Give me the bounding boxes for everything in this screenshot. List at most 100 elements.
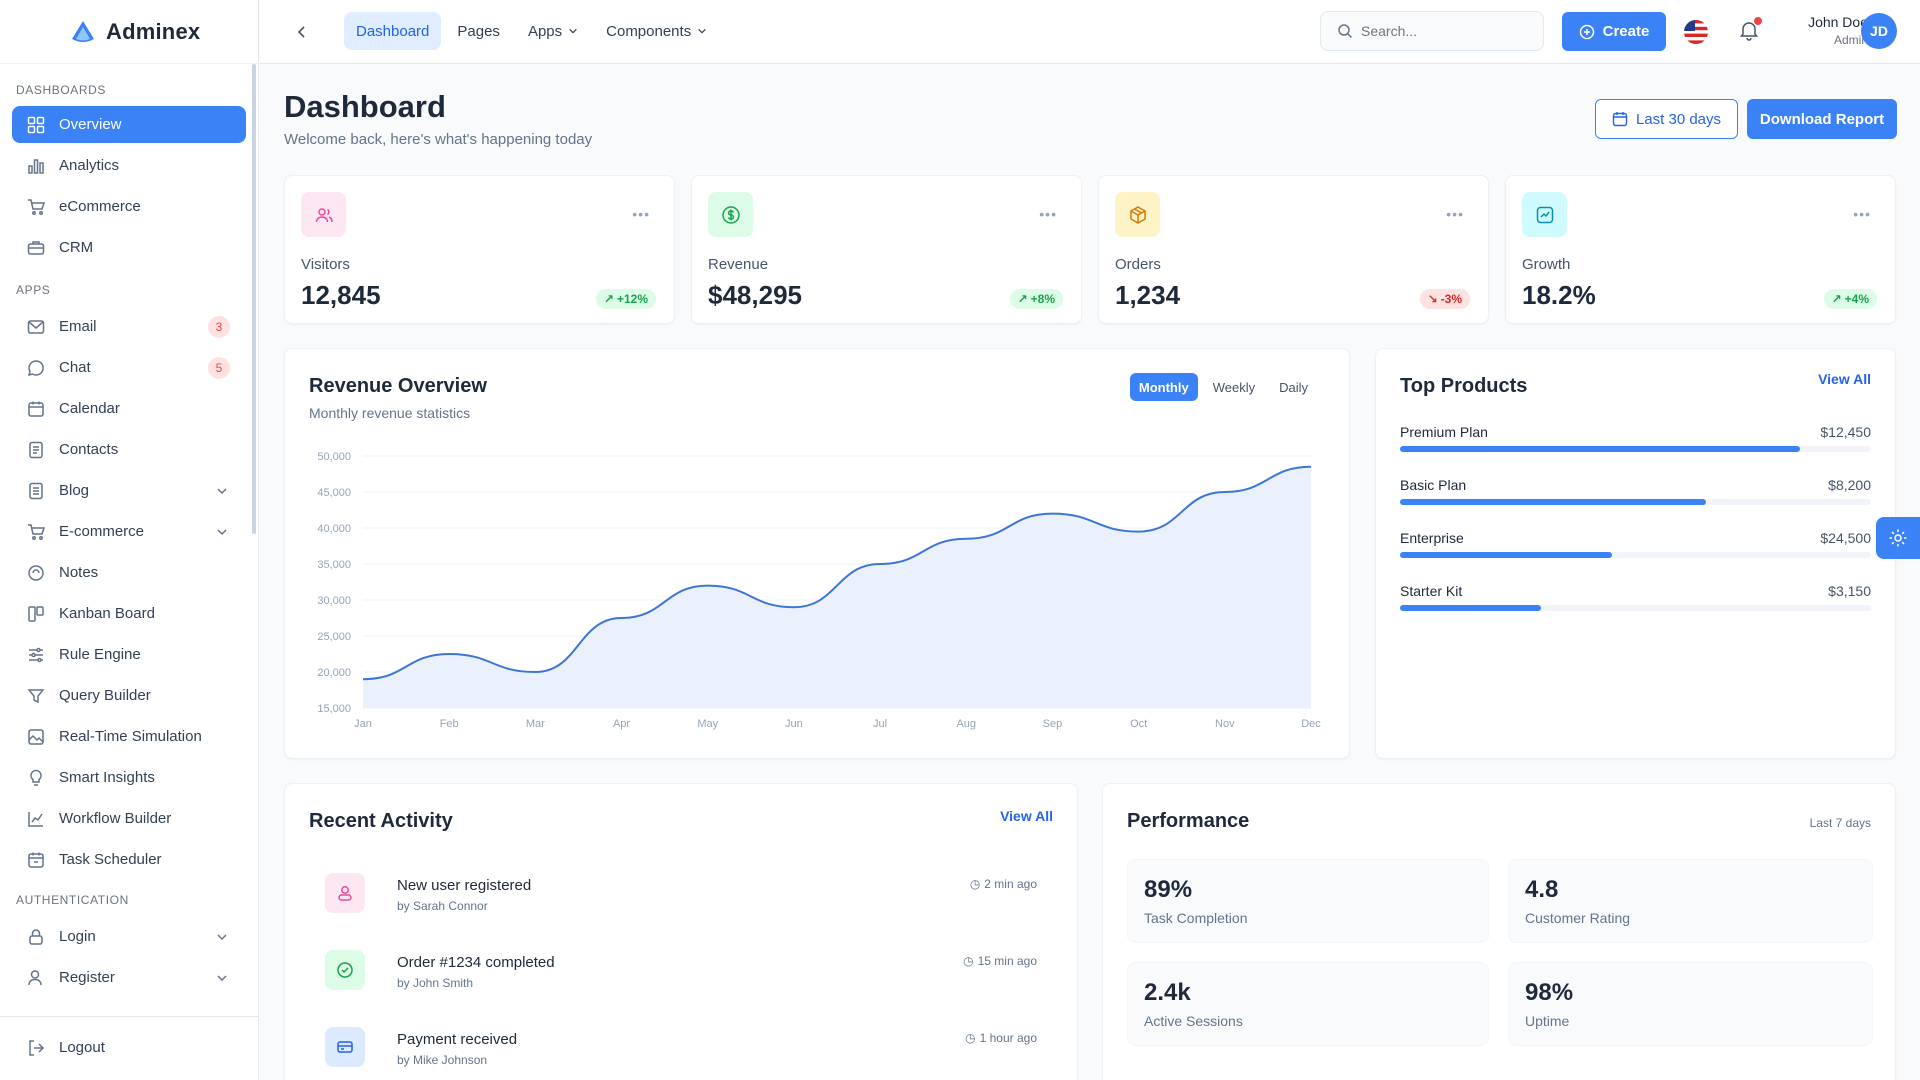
activity-item[interactable]: Order #1234 completed by John Smith ◷ 15 … [325, 950, 1037, 1010]
sidebar-item-notes[interactable]: Notes [12, 554, 246, 591]
user-icon [325, 873, 365, 913]
view-all-link[interactable]: View All [1818, 371, 1871, 387]
sidebar-item-label: Real-Time Simulation [59, 728, 202, 745]
activity-item[interactable]: Payment received by Mike Johnson ◷ 1 hour… [325, 1027, 1037, 1080]
sidebar-item-blog[interactable]: Blog [12, 472, 246, 509]
search-box [1320, 11, 1544, 51]
chat-icon [26, 358, 46, 378]
progress-track [1400, 552, 1871, 558]
date-range-label: Last 30 days [1635, 110, 1722, 128]
sidebar-item-label: Smart Insights [59, 769, 155, 786]
arrow-up-right-icon: ↗ [1017, 292, 1028, 306]
sidebar-item-real-time-simulation[interactable]: Real-Time Simulation [12, 718, 246, 755]
stat-value: 18.2% [1522, 280, 1596, 310]
section-title-dashboards: Dashboards [16, 83, 107, 97]
sidebar-item-rule-engine[interactable]: Rule Engine [12, 636, 246, 673]
avatar[interactable]: JD [1861, 13, 1897, 49]
topnav-apps[interactable]: Apps [516, 12, 590, 50]
more-options-icon[interactable]: ••• [1853, 206, 1871, 222]
calendar-icon [26, 399, 46, 419]
sidebar-item-overview[interactable]: Overview [12, 106, 246, 143]
sidebar-item-label: Login [59, 928, 96, 945]
sidebar-item-login[interactable]: Login [12, 918, 246, 955]
more-options-icon[interactable]: ••• [1039, 206, 1057, 222]
image-icon [26, 727, 46, 747]
tab-weekly[interactable]: Weekly [1212, 379, 1256, 395]
tab-daily[interactable]: Daily [1279, 379, 1308, 395]
language-flag-us-icon[interactable] [1684, 20, 1708, 44]
topnav-components[interactable]: Components [594, 12, 719, 50]
sidebar-item-label: Contacts [59, 441, 119, 458]
metric-value: 89% [1144, 876, 1193, 903]
view-all-link[interactable]: View All [1000, 808, 1053, 824]
sidebar-item-smart-insights[interactable]: Smart Insights [12, 759, 246, 796]
product-row[interactable]: Starter Kit $3,150 [1400, 583, 1871, 613]
date-range-button[interactable]: Last 30 days [1595, 99, 1738, 139]
user-name[interactable]: John Doe [1808, 14, 1868, 30]
create-button[interactable]: Create [1562, 12, 1666, 51]
progress-track [1400, 605, 1871, 611]
product-value: $3,150 [1828, 583, 1871, 599]
sidebar-item-contacts[interactable]: Contacts [12, 431, 246, 468]
stat-card-orders: ••• Orders 1,234 ↘ -3% [1098, 175, 1489, 324]
more-options-icon[interactable]: ••• [1446, 206, 1464, 222]
sidebar-item-kanban-board[interactable]: Kanban Board [12, 595, 246, 632]
metric-label: Uptime [1525, 1013, 1570, 1029]
briefcase-icon [26, 238, 46, 258]
sidebar-scrollbar[interactable] [252, 64, 256, 534]
brand[interactable]: Adminex [0, 0, 258, 64]
sidebar-item-workflow-builder[interactable]: Workflow Builder [12, 800, 246, 837]
stat-card-visitors: ••• Visitors 12,845 ↗ +12% [284, 175, 675, 324]
stat-label: Orders [1115, 256, 1161, 273]
stat-label: Visitors [301, 256, 350, 273]
sidebar-item-ecommerce[interactable]: eCommerce [12, 188, 246, 225]
search-input[interactable] [1361, 23, 1531, 39]
line-chart-icon [26, 809, 46, 829]
notifications-bell-icon[interactable] [1738, 17, 1762, 43]
gear-icon [1889, 529, 1907, 547]
sidebar-item-email[interactable]: Email 3 [12, 308, 246, 345]
stat-change-badge: ↗ +4% [1823, 289, 1877, 309]
arrow-up-right-icon: ↗ [603, 292, 614, 306]
sidebar-item-task-scheduler[interactable]: Task Scheduler [12, 841, 246, 878]
product-row[interactable]: Enterprise $24,500 [1400, 530, 1871, 560]
sidebar-item-calendar[interactable]: Calendar [12, 390, 246, 427]
chevron-down-icon [698, 28, 706, 34]
area-fill [363, 466, 1311, 708]
sidebar-item-chat[interactable]: Chat 5 [12, 349, 246, 386]
metric-label: Active Sessions [1144, 1013, 1243, 1029]
sidebar-item-e-commerce[interactable]: E-commerce [12, 513, 246, 550]
y-tick-label: 45,000 [317, 487, 351, 499]
stat-change-badge: ↘ -3% [1419, 289, 1470, 309]
topnav-label: Apps [527, 22, 563, 40]
sidebar-item-query-builder[interactable]: Query Builder [12, 677, 246, 714]
sidebar-item-register[interactable]: Register [12, 959, 246, 996]
more-options-icon[interactable]: ••• [632, 206, 650, 222]
activity-item[interactable]: New user registered by Sarah Connor ◷ 2 m… [325, 873, 1037, 933]
product-row[interactable]: Basic Plan $8,200 [1400, 477, 1871, 507]
sidebar-item-label: Notes [59, 564, 99, 581]
collapse-sidebar-button[interactable] [290, 20, 314, 44]
logout-button[interactable]: Logout [12, 1029, 246, 1066]
topnav-dashboard[interactable]: Dashboard [344, 12, 442, 50]
document-icon [26, 481, 46, 501]
download-report-button[interactable]: Download Report [1747, 99, 1897, 139]
settings-gear-button[interactable] [1876, 517, 1920, 559]
stat-change-value: +12% [616, 292, 648, 306]
sidebar-item-crm[interactable]: CRM [12, 229, 246, 266]
clock-icon: ◷ [963, 954, 974, 968]
stat-change-value: +4% [1844, 292, 1869, 306]
card-title: Performance [1127, 810, 1250, 832]
x-tick-label: Aug [956, 718, 976, 730]
sidebar-item-label: Register [59, 969, 115, 986]
activity-time-text: 15 min ago [977, 954, 1037, 968]
product-row[interactable]: Premium Plan $12,450 [1400, 424, 1871, 454]
topnav-label: Components [606, 22, 692, 40]
stat-card-growth: ••• Growth 18.2% ↗ +4% [1505, 175, 1896, 324]
topnav-pages[interactable]: Pages [445, 12, 512, 50]
sidebar-item-label: Blog [59, 482, 90, 499]
box-icon [1115, 192, 1160, 237]
sidebar-item-analytics[interactable]: Analytics [12, 147, 246, 184]
tab-monthly[interactable]: Monthly [1129, 373, 1198, 401]
metric-value: 2.4k [1144, 979, 1191, 1006]
